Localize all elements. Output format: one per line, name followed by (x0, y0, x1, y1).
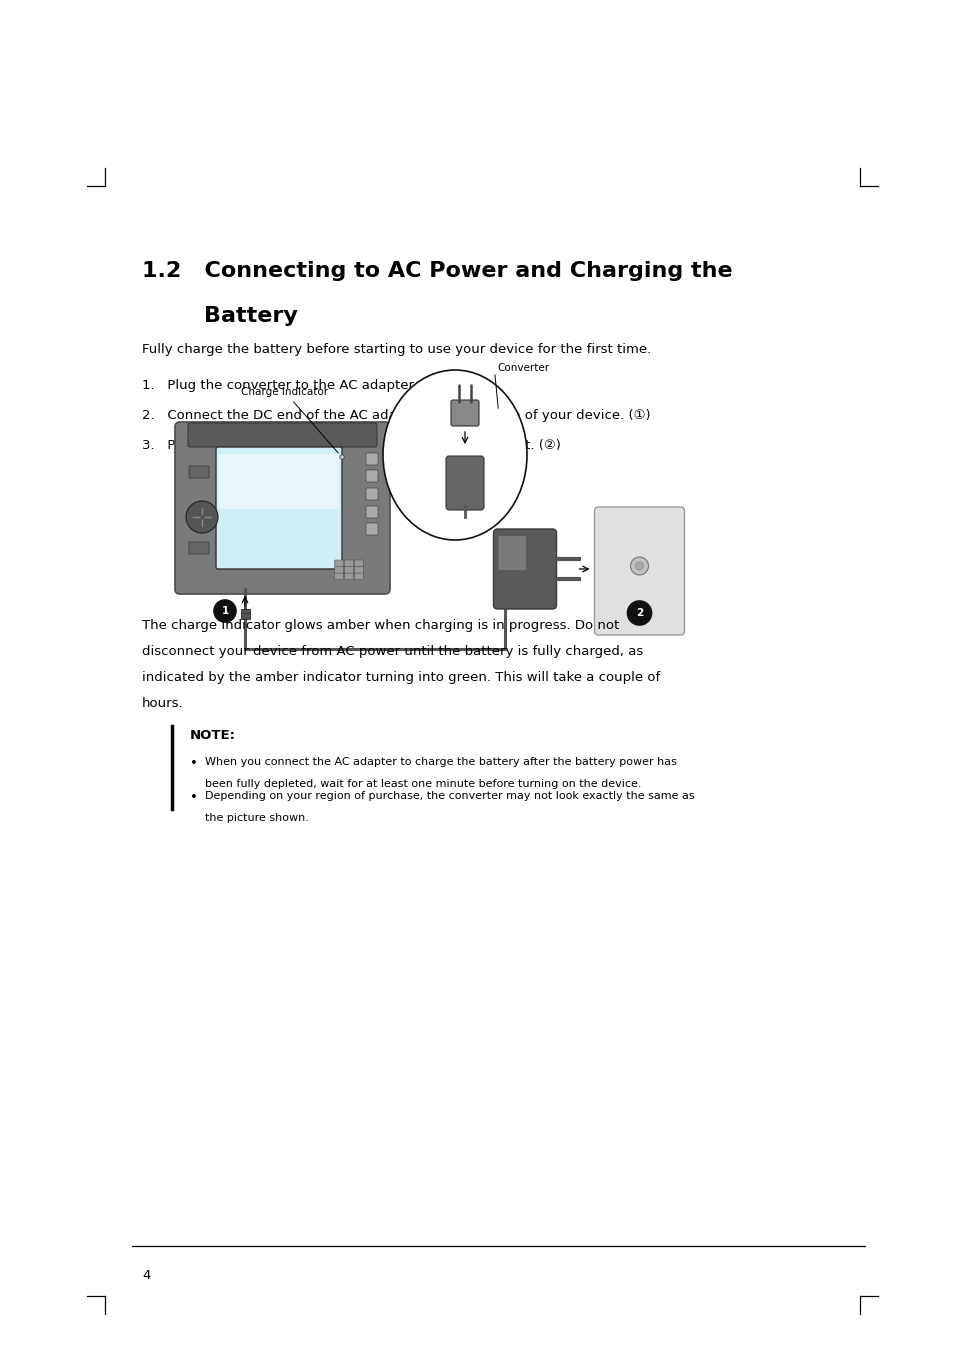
FancyBboxPatch shape (188, 423, 376, 447)
Text: 4: 4 (142, 1269, 151, 1282)
FancyBboxPatch shape (366, 507, 377, 517)
FancyBboxPatch shape (355, 566, 363, 573)
FancyBboxPatch shape (174, 422, 390, 594)
Text: disconnect your device from AC power until the battery is fully charged, as: disconnect your device from AC power unt… (142, 644, 642, 658)
FancyBboxPatch shape (240, 609, 250, 619)
FancyBboxPatch shape (344, 573, 354, 580)
FancyBboxPatch shape (366, 453, 377, 465)
Text: NOTE:: NOTE: (190, 730, 235, 742)
FancyBboxPatch shape (366, 470, 377, 482)
Circle shape (213, 600, 235, 621)
Text: When you connect the AC adapter to charge the battery after the battery power ha: When you connect the AC adapter to charg… (205, 757, 677, 767)
Text: 2.   Connect the DC end of the AC adapter to the bottom of your device. (①): 2. Connect the DC end of the AC adapter … (142, 409, 650, 422)
Circle shape (339, 455, 344, 459)
Circle shape (186, 501, 218, 534)
FancyBboxPatch shape (335, 566, 343, 573)
Text: been fully depleted, wait for at least one minute before turning on the device.: been fully depleted, wait for at least o… (205, 780, 640, 789)
Text: Fully charge the battery before starting to use your device for the first time.: Fully charge the battery before starting… (142, 343, 651, 357)
Circle shape (635, 562, 643, 570)
FancyBboxPatch shape (215, 447, 341, 569)
Text: Depending on your region of purchase, the converter may not look exactly the sam: Depending on your region of purchase, th… (205, 790, 694, 801)
Text: 2: 2 (636, 608, 642, 617)
Text: •: • (190, 757, 197, 770)
Text: indicated by the amber indicator turning into green. This will take a couple of: indicated by the amber indicator turning… (142, 671, 659, 684)
Circle shape (627, 601, 651, 626)
FancyBboxPatch shape (335, 561, 343, 566)
Text: Converter: Converter (497, 363, 549, 373)
FancyBboxPatch shape (355, 561, 363, 566)
FancyBboxPatch shape (366, 523, 377, 535)
FancyBboxPatch shape (189, 542, 209, 554)
FancyBboxPatch shape (446, 457, 483, 509)
FancyBboxPatch shape (189, 466, 209, 478)
Text: Battery: Battery (142, 305, 297, 326)
FancyBboxPatch shape (594, 507, 684, 635)
FancyBboxPatch shape (355, 573, 363, 580)
Text: 1: 1 (221, 607, 229, 616)
Ellipse shape (382, 370, 526, 540)
Text: 1.   Plug the converter to the AC adapter.: 1. Plug the converter to the AC adapter. (142, 380, 416, 392)
Circle shape (630, 557, 648, 576)
Text: hours.: hours. (142, 697, 183, 711)
FancyBboxPatch shape (344, 566, 354, 573)
Text: The charge indicator glows amber when charging is in progress. Do not: The charge indicator glows amber when ch… (142, 619, 618, 632)
Text: •: • (190, 790, 197, 804)
FancyBboxPatch shape (493, 530, 556, 609)
FancyBboxPatch shape (366, 488, 377, 500)
FancyBboxPatch shape (344, 561, 354, 566)
Text: Charge Indicator: Charge Indicator (241, 386, 337, 453)
FancyBboxPatch shape (498, 536, 525, 570)
FancyBboxPatch shape (335, 573, 343, 580)
Text: 3.   Plug the other end of the AC adapter into a wall outlet. (②): 3. Plug the other end of the AC adapter … (142, 439, 560, 453)
Text: the picture shown.: the picture shown. (205, 813, 309, 823)
FancyBboxPatch shape (219, 454, 338, 509)
Text: 1.2   Connecting to AC Power and Charging the: 1.2 Connecting to AC Power and Charging … (142, 261, 732, 281)
FancyBboxPatch shape (451, 400, 478, 426)
